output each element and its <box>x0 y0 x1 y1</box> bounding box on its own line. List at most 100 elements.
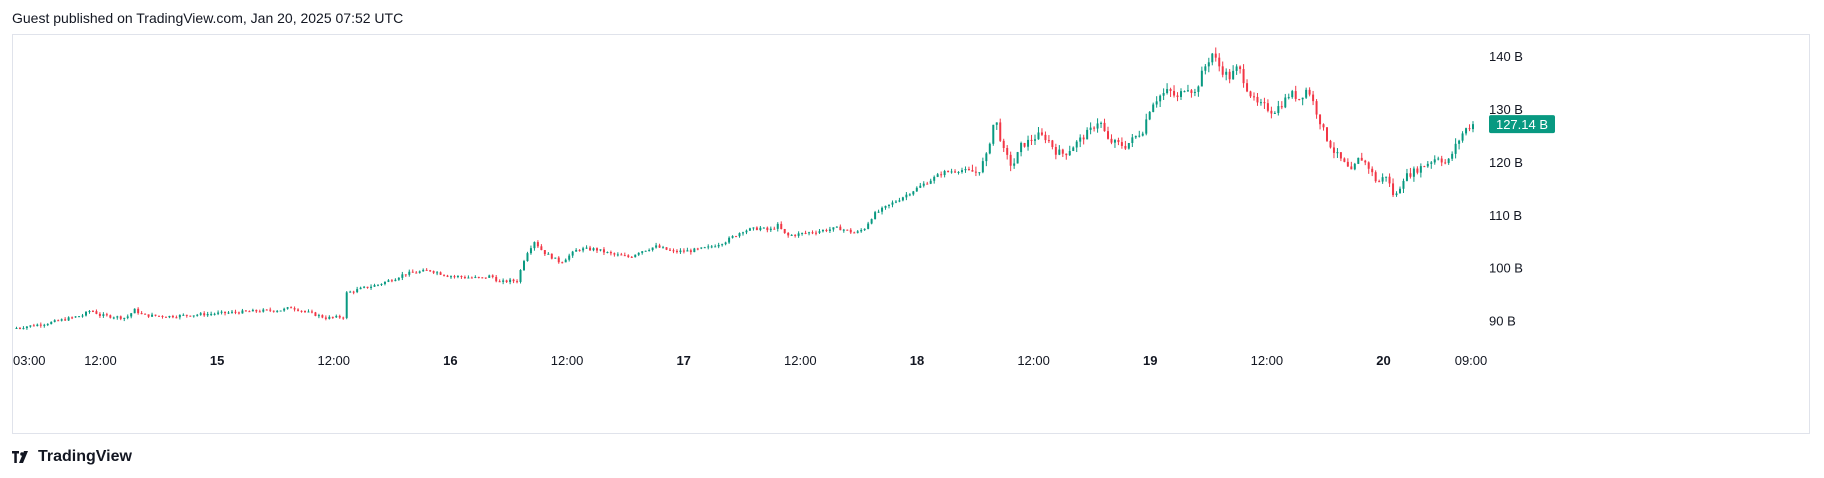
candle <box>919 182 922 189</box>
chart-frame[interactable]: 90 B 100 B 110 B 120 B 130 B 140 B 127.14 B 03:… <box>12 34 1810 434</box>
candle-body <box>1096 123 1099 129</box>
candle <box>842 228 845 233</box>
y-tick-label: 100 B <box>1489 261 1523 276</box>
candle-body <box>1030 139 1033 141</box>
candle <box>745 229 748 235</box>
y-axis[interactable]: 90 B 100 B 110 B 120 B 130 B 140 B <box>1489 49 1523 328</box>
candle <box>1294 85 1297 102</box>
candle <box>189 315 192 317</box>
candle <box>943 169 946 178</box>
candle <box>1068 145 1071 156</box>
candle <box>846 229 849 231</box>
candle <box>88 310 91 314</box>
candle <box>1221 61 1224 78</box>
candle-body <box>293 308 296 310</box>
candle <box>1263 97 1266 109</box>
candle <box>609 250 612 256</box>
candle-body <box>554 257 557 259</box>
candle <box>1319 114 1322 130</box>
candle-body <box>1047 140 1050 142</box>
candle-body <box>1218 57 1221 67</box>
candle-body <box>655 245 658 248</box>
tradingview-footer[interactable]: TradingView <box>12 448 132 466</box>
candle-body <box>370 286 373 288</box>
candle-body <box>870 219 873 224</box>
candle <box>151 312 154 318</box>
candle-body <box>126 316 129 318</box>
candlestick-chart[interactable]: 90 B 100 B 110 B 120 B 130 B 140 B 127.14 B 03:… <box>13 35 1809 433</box>
candle <box>1006 145 1009 160</box>
candle-body <box>401 274 404 278</box>
candle <box>262 308 265 313</box>
candle-body <box>550 253 553 259</box>
candle <box>1378 179 1381 183</box>
candle <box>203 311 206 317</box>
candle <box>342 316 345 320</box>
candle <box>689 248 692 255</box>
candle-body <box>1246 83 1249 92</box>
candle <box>877 209 880 213</box>
candle-body <box>304 310 306 312</box>
candle <box>210 311 213 317</box>
candle-body <box>696 248 699 250</box>
candle-body <box>1200 70 1203 87</box>
candle <box>519 269 522 284</box>
candle <box>91 310 94 313</box>
candle-body <box>248 311 251 313</box>
candle <box>199 312 202 316</box>
candle <box>213 312 216 316</box>
candle <box>1465 127 1468 136</box>
candle <box>1287 93 1290 100</box>
candle-body <box>168 315 171 318</box>
candle-body <box>109 315 112 318</box>
candle-body <box>272 310 275 312</box>
candle <box>637 252 640 257</box>
candle-body <box>703 247 706 249</box>
candle <box>439 271 442 275</box>
candle-body <box>575 249 578 252</box>
candle <box>443 274 446 277</box>
candle-body <box>1027 139 1030 147</box>
candle <box>307 309 310 313</box>
candle <box>815 230 817 236</box>
candle <box>1315 99 1318 119</box>
candle-body <box>1134 135 1137 138</box>
candle <box>1405 168 1408 182</box>
candle-body <box>1277 106 1280 113</box>
candle <box>1197 85 1200 97</box>
candle <box>105 312 108 317</box>
candle <box>578 249 581 252</box>
candle-body <box>1263 102 1266 104</box>
candle <box>1193 88 1196 97</box>
candle <box>1392 178 1395 198</box>
candle-body <box>18 327 21 329</box>
candle <box>244 310 247 312</box>
candle-body <box>404 274 407 276</box>
candle <box>1332 142 1335 159</box>
candle <box>1023 142 1026 148</box>
candle-body <box>1458 140 1461 144</box>
candle-body <box>1454 143 1457 154</box>
candle-body <box>446 275 449 277</box>
candle-body <box>592 248 595 251</box>
x-axis[interactable]: 03:00 12:00 15 12:00 16 12:00 17 12:00 18 12:00 19… <box>13 353 1487 368</box>
candle <box>915 186 918 192</box>
candle <box>675 249 678 254</box>
candle <box>995 122 998 130</box>
candle-body <box>300 310 303 312</box>
candle-body <box>801 232 804 234</box>
candle-body <box>728 237 731 243</box>
candle-body <box>29 325 32 327</box>
candle-body <box>693 248 696 253</box>
candle <box>1138 130 1141 138</box>
candle-body <box>1371 168 1374 173</box>
candle-body <box>1301 97 1304 100</box>
candle <box>248 310 251 313</box>
candle <box>665 247 668 251</box>
candle <box>43 323 46 328</box>
candle <box>1451 151 1454 161</box>
candle <box>133 308 136 314</box>
candle-body <box>853 232 856 234</box>
candle-body <box>432 271 435 273</box>
candle <box>1374 170 1377 183</box>
